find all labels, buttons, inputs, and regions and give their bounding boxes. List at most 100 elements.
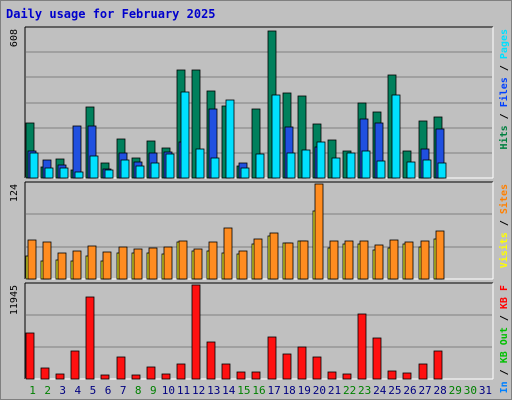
x-tick-label-18: 18 [283, 384, 296, 397]
bar-kb-f-day-13 [206, 341, 216, 380]
bar-kb-f-day-12 [191, 284, 201, 380]
bar-sites-day-27 [420, 240, 430, 280]
bar-kb-f-day-20 [312, 356, 322, 380]
bar-pages-day-18 [286, 152, 296, 179]
bar-pages-day-2 [44, 167, 54, 179]
x-tick-label-10: 10 [162, 384, 175, 397]
bar-pages-day-10 [165, 153, 175, 179]
bar-sites-day-22 [344, 240, 354, 280]
bar-pages-day-26 [406, 161, 416, 179]
bar-sites-day-8 [133, 248, 143, 280]
bar-pages-day-15 [240, 167, 250, 179]
bar-kb-f-day-14 [221, 363, 231, 380]
bar-sites-day-18 [284, 242, 294, 280]
x-tick-label-20: 20 [313, 384, 326, 397]
bar-kb-f-day-17 [267, 336, 277, 380]
x-tick-label-29: 29 [449, 384, 462, 397]
bar-sites-day-21 [329, 240, 339, 280]
bar-pages-day-3 [59, 167, 69, 179]
bar-pages-day-23 [361, 150, 371, 179]
bar-kb-f-day-15 [236, 371, 246, 380]
bar-pages-day-28 [437, 162, 447, 179]
bar-pages-day-21 [331, 157, 341, 179]
bar-kb-f-day-1 [25, 332, 35, 380]
x-tick-label-5: 5 [90, 384, 97, 397]
x-tick-label-9: 9 [150, 384, 157, 397]
x-tick-label-14: 14 [222, 384, 236, 397]
bar-kb-f-day-2 [40, 367, 50, 380]
bar-sites-day-14 [223, 227, 233, 280]
bar-files-day-4 [72, 125, 82, 179]
x-tick-label-2: 2 [44, 384, 51, 397]
x-tick-label-12: 12 [192, 384, 205, 397]
x-tick-label-27: 27 [418, 384, 431, 397]
bar-kb-f-day-23 [357, 313, 367, 380]
bar-pages-day-22 [346, 152, 356, 179]
x-tick-label-22: 22 [343, 384, 356, 397]
bar-sites-day-1 [27, 239, 37, 280]
bar-pages-day-19 [301, 149, 311, 179]
bar-kb-f-day-24 [372, 337, 382, 380]
x-tick-label-23: 23 [358, 384, 371, 397]
x-tick-label-1: 1 [29, 384, 36, 397]
x-tick-label-8: 8 [135, 384, 142, 397]
bar-pages-day-17 [271, 94, 281, 179]
bar-pages-day-20 [316, 141, 326, 179]
legend-separator: / [499, 107, 510, 125]
panel-middle-legend: Visits / Sites [498, 184, 510, 268]
x-tick-label-11: 11 [177, 384, 190, 397]
bar-sites-day-28 [435, 230, 445, 280]
bar-kb-f-day-27 [418, 363, 428, 380]
legend-entry-files: Files [498, 77, 510, 107]
bar-sites-day-5 [87, 245, 97, 280]
bar-sites-day-10 [163, 246, 173, 280]
bar-pages-day-6 [104, 169, 114, 179]
x-tick-label-16: 16 [252, 384, 265, 397]
bar-sites-day-19 [299, 240, 309, 280]
bar-sites-day-15 [238, 250, 248, 280]
bar-sites-day-2 [42, 241, 52, 280]
x-tick-label-30: 30 [464, 384, 477, 397]
bar-kb-f-day-16 [251, 371, 261, 380]
bar-sites-day-24 [374, 244, 384, 280]
x-tick-label-19: 19 [298, 384, 311, 397]
bar-sites-day-9 [148, 247, 158, 280]
panel-top-legend: Hits / Files / Pages [498, 29, 510, 149]
bar-kb-f-day-28 [433, 350, 443, 380]
bar-kb-f-day-21 [327, 371, 337, 380]
x-tick-label-26: 26 [403, 384, 416, 397]
bar-kb-f-day-10 [161, 373, 171, 380]
bar-pages-day-13 [210, 157, 220, 179]
x-tick-label-4: 4 [75, 384, 82, 397]
bar-kb-f-day-5 [85, 296, 95, 380]
panel-top-max-label: 608 [9, 29, 20, 47]
bar-kb-f-day-22 [342, 373, 352, 380]
bar-pages-day-1 [29, 152, 39, 179]
bar-pages-day-9 [150, 162, 160, 179]
bar-sites-day-20 [314, 183, 324, 280]
legend-entry-sites: Sites [498, 184, 510, 214]
bar-sites-day-25 [389, 239, 399, 280]
legend-separator: / [499, 309, 510, 327]
x-tick-label-6: 6 [105, 384, 112, 397]
bar-pages-day-8 [135, 165, 145, 179]
bar-sites-day-3 [57, 252, 67, 280]
bar-sites-day-13 [208, 241, 218, 280]
panel-bottom-legend: KB In / KB Out / KB F [499, 285, 510, 399]
x-tick-label-17: 17 [267, 384, 280, 397]
panel-middle-max-label: 124 [9, 184, 20, 202]
legend-entry-kb-f: KB F [499, 285, 510, 309]
bar-kb-f-day-8 [131, 374, 141, 380]
bar-sites-day-23 [359, 240, 369, 280]
x-tick-label-21: 21 [328, 384, 341, 397]
bar-sites-day-11 [178, 240, 188, 280]
x-tick-label-13: 13 [207, 384, 220, 397]
bar-pages-day-7 [120, 159, 130, 179]
bar-sites-day-16 [253, 238, 263, 280]
bar-sites-day-26 [404, 241, 414, 280]
bar-kb-f-day-9 [146, 366, 156, 380]
bar-kb-f-day-26 [402, 372, 412, 380]
panel-bottom-max-label: 11945 [9, 285, 20, 315]
